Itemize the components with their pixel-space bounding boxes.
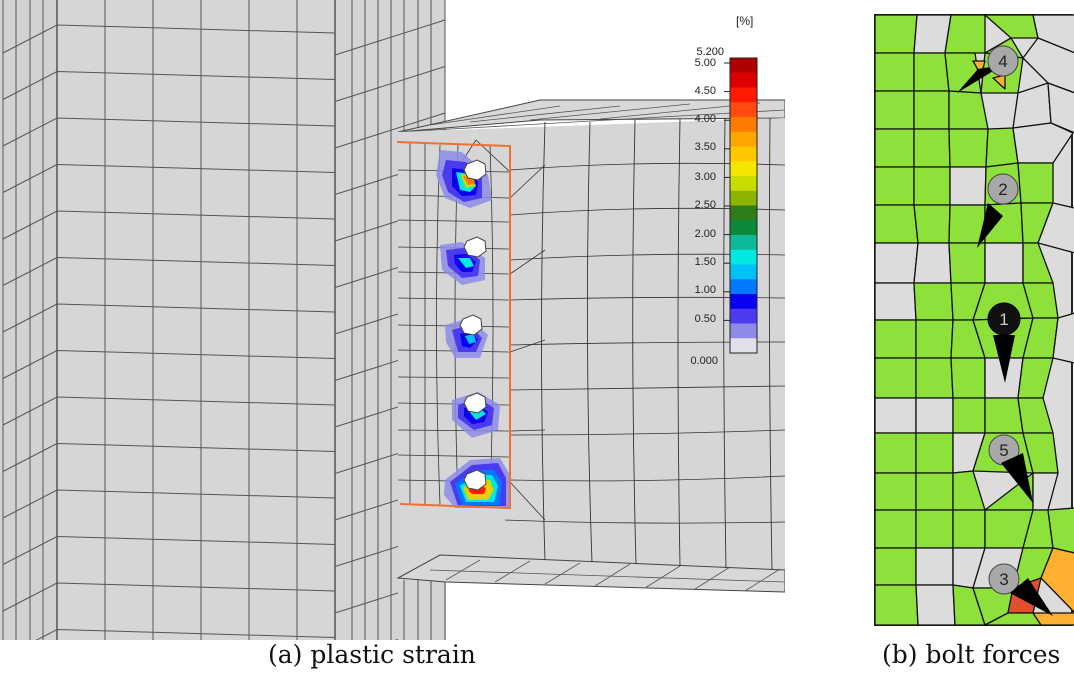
legend-tick-0.50: 0.50 — [694, 313, 716, 325]
bolt-5 — [988, 434, 1033, 503]
bolt-forces-panel: 4 2 1 5 3 — [873, 13, 1074, 627]
bolt-2 — [977, 173, 1019, 248]
plastic-strain-panel: [%] 5.200 5.00 4.50 4.00 3.50 3.00 2.50 … — [0, 0, 785, 640]
legend-tick-5.00: 5.00 — [694, 57, 716, 69]
end-plate-outline — [396, 141, 511, 510]
bolt-heads — [459, 159, 487, 491]
legend-tick-2.00: 2.00 — [694, 228, 716, 240]
bolt-label-1: 1 — [999, 310, 1008, 329]
fea-mesh-view — [0, 0, 785, 640]
legend-min-label: 0.000 — [690, 355, 718, 367]
legend-tick-2.50: 2.50 — [694, 199, 716, 211]
bolt-4 — [957, 45, 1019, 93]
caption-bolt-forces: (b) bolt forces — [882, 640, 1061, 669]
caption-plastic-strain: (a) plastic strain — [268, 640, 476, 669]
legend-tick-4.00: 4.00 — [694, 113, 716, 125]
bolt-label-2: 2 — [998, 180, 1007, 199]
legend-tick-4.50: 4.50 — [694, 85, 716, 97]
strain-legend-bar — [730, 58, 757, 354]
bolt-label-3: 3 — [999, 570, 1008, 589]
legend-tick-3.50: 3.50 — [694, 141, 716, 153]
bolt-1 — [987, 302, 1021, 383]
bolt-label-4: 4 — [998, 52, 1007, 71]
legend-unit: [%] — [736, 14, 754, 28]
bolt-label-5: 5 — [999, 441, 1008, 460]
bolt-force-mesh: 4 2 1 5 3 — [874, 14, 1074, 626]
legend-tick-1.50: 1.50 — [694, 256, 716, 268]
legend-tick-1.00: 1.00 — [694, 284, 716, 296]
legend-tick-3.00: 3.00 — [694, 171, 716, 183]
legend-max-label: 5.200 — [696, 46, 724, 58]
bolt-3 — [988, 563, 1053, 616]
